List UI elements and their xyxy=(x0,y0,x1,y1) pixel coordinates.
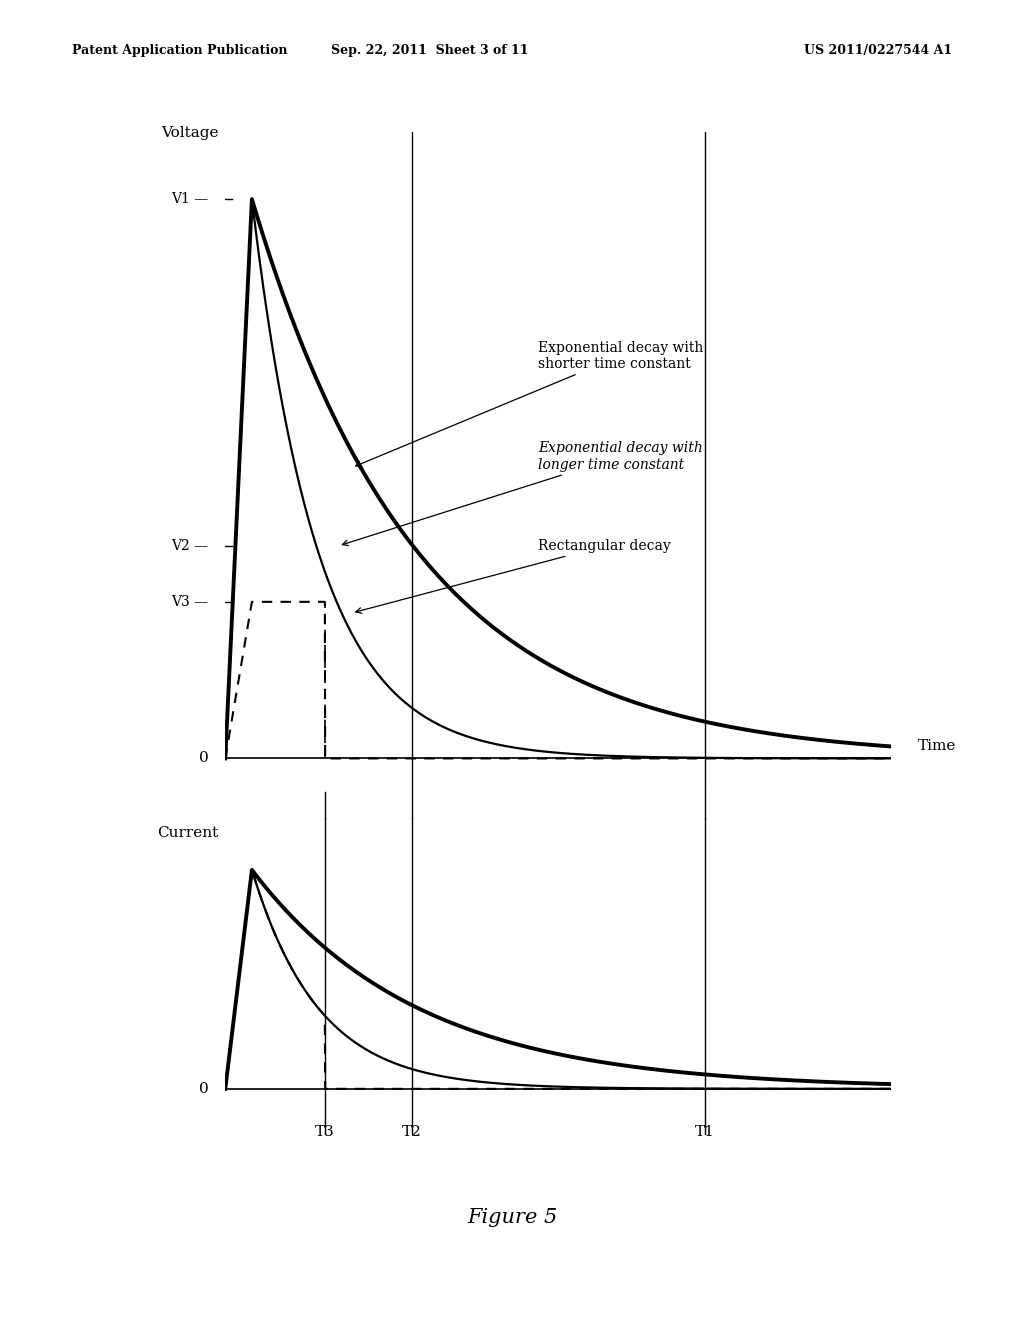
Text: 0: 0 xyxy=(199,1082,209,1096)
Text: Exponential decay with
shorter time constant: Exponential decay with shorter time cons… xyxy=(355,341,703,466)
Text: Sep. 22, 2011  Sheet 3 of 11: Sep. 22, 2011 Sheet 3 of 11 xyxy=(332,44,528,57)
Text: Time: Time xyxy=(918,739,955,752)
Text: Rectangular decay: Rectangular decay xyxy=(355,539,671,614)
Text: V1 —: V1 — xyxy=(171,193,209,206)
Text: Patent Application Publication: Patent Application Publication xyxy=(72,44,287,57)
Text: Figure 5: Figure 5 xyxy=(467,1208,557,1226)
Text: T3: T3 xyxy=(315,1125,335,1139)
Text: T1: T1 xyxy=(694,1125,715,1139)
Text: Exponential decay with
longer time constant: Exponential decay with longer time const… xyxy=(342,441,702,545)
Text: 0: 0 xyxy=(199,751,209,766)
Text: V3 —: V3 — xyxy=(172,595,209,609)
Text: US 2011/0227544 A1: US 2011/0227544 A1 xyxy=(804,44,952,57)
Text: T2: T2 xyxy=(401,1125,422,1139)
Text: V2 —: V2 — xyxy=(172,539,209,553)
Text: Voltage: Voltage xyxy=(161,127,219,140)
Text: Current: Current xyxy=(158,826,219,840)
